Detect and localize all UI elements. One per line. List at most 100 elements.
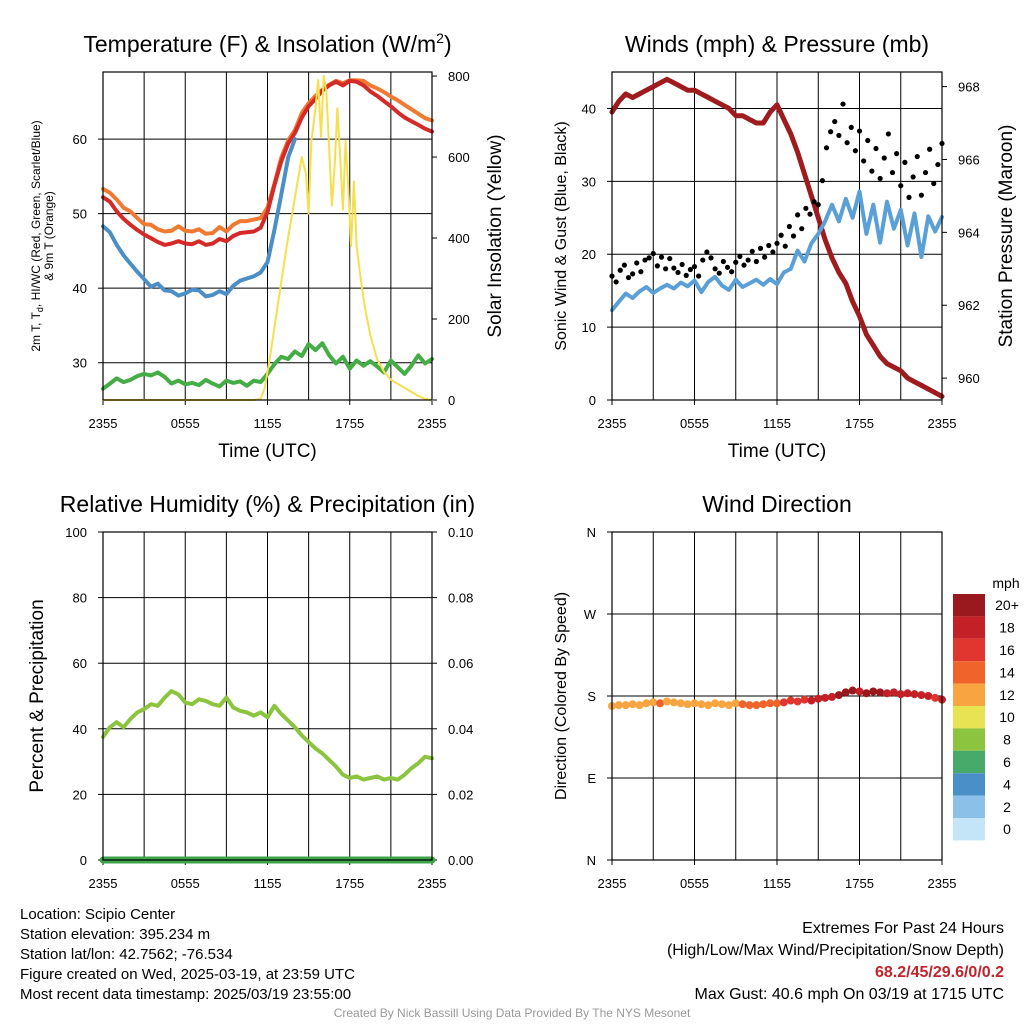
y-tick-label-right: 966 — [958, 152, 980, 167]
x-tick-label: 1755 — [335, 416, 364, 431]
direction-point — [773, 699, 781, 708]
direction-point — [814, 694, 823, 703]
y-axis-label-right: Solar Insolation (Yellow) — [485, 134, 506, 337]
legend-swatch — [953, 728, 985, 751]
gust-point — [832, 118, 838, 125]
y-tick-label: 20 — [582, 247, 596, 262]
direction-point — [807, 696, 816, 705]
gust-point — [823, 145, 830, 151]
y-tick-label: 0 — [80, 853, 87, 868]
x-tick-label: 1155 — [254, 876, 282, 891]
gust-point — [914, 153, 920, 160]
figure-created: Figure created on Wed, 2025-03-19, at 23… — [20, 966, 355, 983]
legend-label: 18 — [999, 620, 1015, 636]
y-tick-label: 0 — [589, 393, 596, 408]
gust-point — [687, 266, 693, 273]
x-axis-label: Time (UTC) — [218, 441, 317, 462]
direction-point — [711, 699, 720, 708]
gust-point — [638, 269, 644, 275]
gust-point — [819, 178, 825, 184]
gust-point — [782, 243, 788, 249]
gust-point — [658, 254, 665, 260]
direction-point — [924, 692, 933, 700]
direction-point — [690, 699, 699, 708]
legend-label: 8 — [1003, 732, 1011, 748]
y-tick-label: E — [587, 771, 596, 786]
direction-point — [621, 701, 630, 710]
station-info: Location: Scipio Center Station elevatio… — [20, 905, 355, 1005]
gust-point — [675, 269, 681, 276]
x-tick-label: 1755 — [845, 876, 874, 891]
gust-point — [898, 183, 904, 189]
x-tick-label: 2355 — [598, 876, 627, 891]
legend-label: 20+ — [995, 597, 1019, 613]
direction-point — [896, 690, 905, 699]
gust-point — [712, 266, 718, 272]
legend-swatch — [953, 616, 985, 639]
y-axis-label: 2m T, Td, HI/WC (Red, Green, Scarlet/Blu… — [29, 120, 45, 351]
gust-point — [848, 124, 854, 130]
legend-swatch — [953, 594, 985, 617]
legend-label: 2 — [1003, 799, 1011, 815]
direction-point — [828, 692, 836, 701]
legend-swatch — [953, 683, 985, 706]
station-latlon: Station lat/lon: 42.7562; -76.534 — [20, 946, 233, 963]
winds-pressure-panel: 0 10 20 30 40 960 962 964 966 968 2355 0555 1155 1755… — [553, 31, 1017, 462]
direction-point — [779, 698, 788, 707]
y-tick-label-right: 600 — [448, 150, 470, 165]
gust-point — [617, 267, 623, 273]
gust-point — [621, 262, 627, 268]
direction-point — [663, 697, 671, 706]
x-tick-label: 0555 — [171, 876, 200, 891]
gust-point — [927, 146, 933, 152]
x-tick-label: 2355 — [89, 416, 118, 431]
legend-title: mph — [992, 575, 1019, 591]
gust-point — [922, 169, 929, 176]
gust-point — [918, 192, 924, 198]
gust-point — [650, 250, 656, 257]
gust-point — [861, 158, 867, 164]
plot-frame — [611, 71, 943, 401]
gust-point — [683, 272, 689, 278]
direction-point — [917, 691, 926, 700]
y-axis-label: Direction (Colored By Speed) — [553, 592, 570, 800]
y-tick-label: 20 — [73, 787, 87, 802]
y-tick-label-right: 200 — [448, 312, 470, 327]
max-gust: Max Gust: 40.6 mph On 03/19 at 1715 UTC — [694, 986, 1005, 1003]
y-tick-label-right: 0.04 — [448, 722, 473, 737]
y-tick-label: S — [587, 689, 596, 704]
y-axis-label-line2: & 9m T (Orange) — [42, 191, 56, 281]
y-tick-label: 40 — [73, 281, 87, 296]
y-tick-label-right: 0.02 — [448, 787, 473, 802]
direction-point — [642, 699, 651, 708]
direction-point — [793, 697, 802, 706]
station-location: Location: Scipio Center — [20, 906, 176, 923]
gust-point — [671, 265, 677, 271]
y-tick-label: N — [587, 525, 596, 540]
direction-point — [883, 689, 891, 698]
direction-point — [628, 700, 637, 709]
direction-point — [745, 701, 754, 710]
panel-title: Temperature (F) & Insolation (W/m2) — [83, 30, 451, 57]
direction-point — [697, 700, 706, 709]
y-tick-label: 60 — [73, 656, 87, 671]
gust-point — [815, 202, 821, 208]
gust-point — [646, 255, 652, 261]
x-tick-label: 2355 — [928, 876, 957, 891]
gust-point — [663, 266, 669, 272]
direction-point — [869, 687, 878, 696]
legend-swatch — [953, 661, 985, 684]
gust-point — [700, 257, 706, 263]
gust-point — [630, 271, 636, 277]
gust-point — [844, 140, 850, 146]
direction-point — [841, 688, 850, 697]
gust-point — [803, 205, 809, 211]
x-tick-label: 0555 — [171, 416, 200, 431]
gust-point — [778, 232, 784, 238]
gust-point — [729, 269, 735, 275]
direction-point — [855, 687, 864, 696]
legend-swatch — [953, 795, 985, 818]
